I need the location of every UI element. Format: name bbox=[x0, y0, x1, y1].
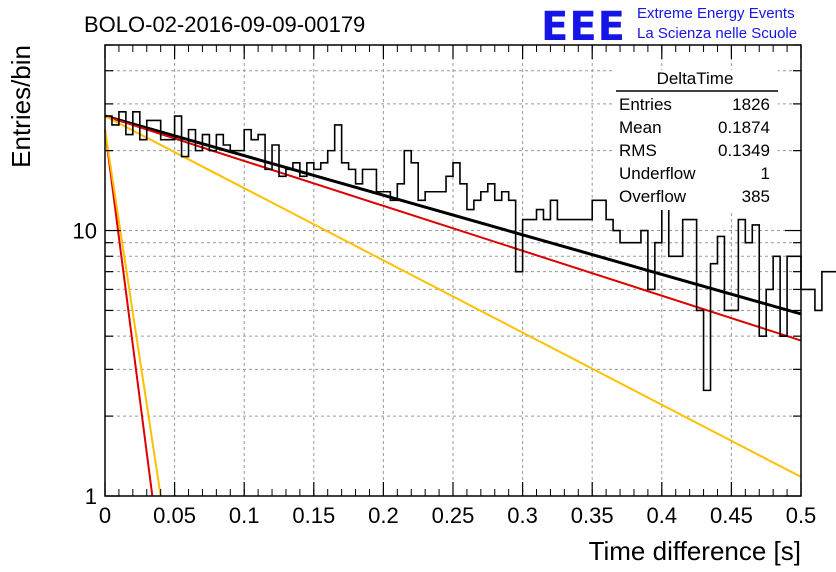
stats-title: DeltaTime bbox=[657, 69, 734, 88]
axis-ticks bbox=[104, 44, 802, 497]
stats-value-underflow: 1 bbox=[761, 164, 770, 183]
stats-label-entries: Entries bbox=[619, 95, 672, 114]
x-axis-label: Time difference [s] bbox=[589, 536, 801, 566]
histogram-outline bbox=[105, 111, 836, 392]
x-tick-label: 0.5 bbox=[786, 503, 817, 528]
x-tick-label: 0.15 bbox=[292, 503, 335, 528]
stats-label-mean: Mean bbox=[619, 118, 662, 137]
x-tick-label: 0.35 bbox=[571, 503, 614, 528]
stats-label-rms: RMS bbox=[619, 141, 657, 160]
fit-line-1 bbox=[104, 114, 802, 316]
x-tick-label: 0.25 bbox=[432, 503, 475, 528]
x-tick-label: 0.3 bbox=[507, 503, 538, 528]
stats-box-background bbox=[612, 70, 778, 210]
y-axis-label: Entries/bin bbox=[6, 45, 36, 168]
logo-mark: EEE bbox=[541, 4, 626, 50]
fit-line-5 bbox=[104, 129, 162, 497]
axis-tick-labels: 0 0.05 0.1 0.15 0.2 0.25 0.3 0.35 0.4 0.45 0.5 1 10 bbox=[73, 219, 817, 528]
x-tick-label: 0.05 bbox=[153, 503, 196, 528]
x-tick-label: 0 bbox=[99, 503, 111, 528]
x-tick-label: 0.1 bbox=[229, 503, 260, 528]
y-tick-label: 10 bbox=[73, 219, 97, 244]
eee-logo: EEE Extreme Energy Events La Scienza nel… bbox=[541, 4, 797, 50]
y-tick-label: 1 bbox=[85, 484, 97, 509]
stats-label-overflow: Overflow bbox=[619, 187, 687, 206]
fit-lines bbox=[104, 114, 802, 497]
fit-line-3 bbox=[104, 115, 802, 478]
histogram bbox=[105, 111, 836, 392]
x-tick-label: 0.4 bbox=[647, 503, 678, 528]
stats-value-mean: 0.1874 bbox=[718, 118, 770, 137]
stats-label-underflow: Underflow bbox=[619, 164, 696, 183]
stats-value-entries: 1826 bbox=[732, 95, 770, 114]
x-tick-label: 0.2 bbox=[368, 503, 399, 528]
fit-line-4 bbox=[104, 129, 154, 497]
chart-title: BOLO-02-2016-09-09-00179 bbox=[84, 12, 365, 37]
x-tick-label: 0.45 bbox=[710, 503, 753, 528]
logo-line-1: Extreme Energy Events bbox=[637, 5, 795, 22]
stats-value-overflow: 385 bbox=[742, 187, 770, 206]
stats-value-rms: 0.1349 bbox=[718, 141, 770, 160]
logo-line-2: La Scienza nelle Scuole bbox=[637, 25, 797, 42]
fit-line-2 bbox=[104, 115, 802, 342]
stats-box: DeltaTime Entries 1826 Mean 0.1874 RMS 0… bbox=[612, 69, 778, 210]
